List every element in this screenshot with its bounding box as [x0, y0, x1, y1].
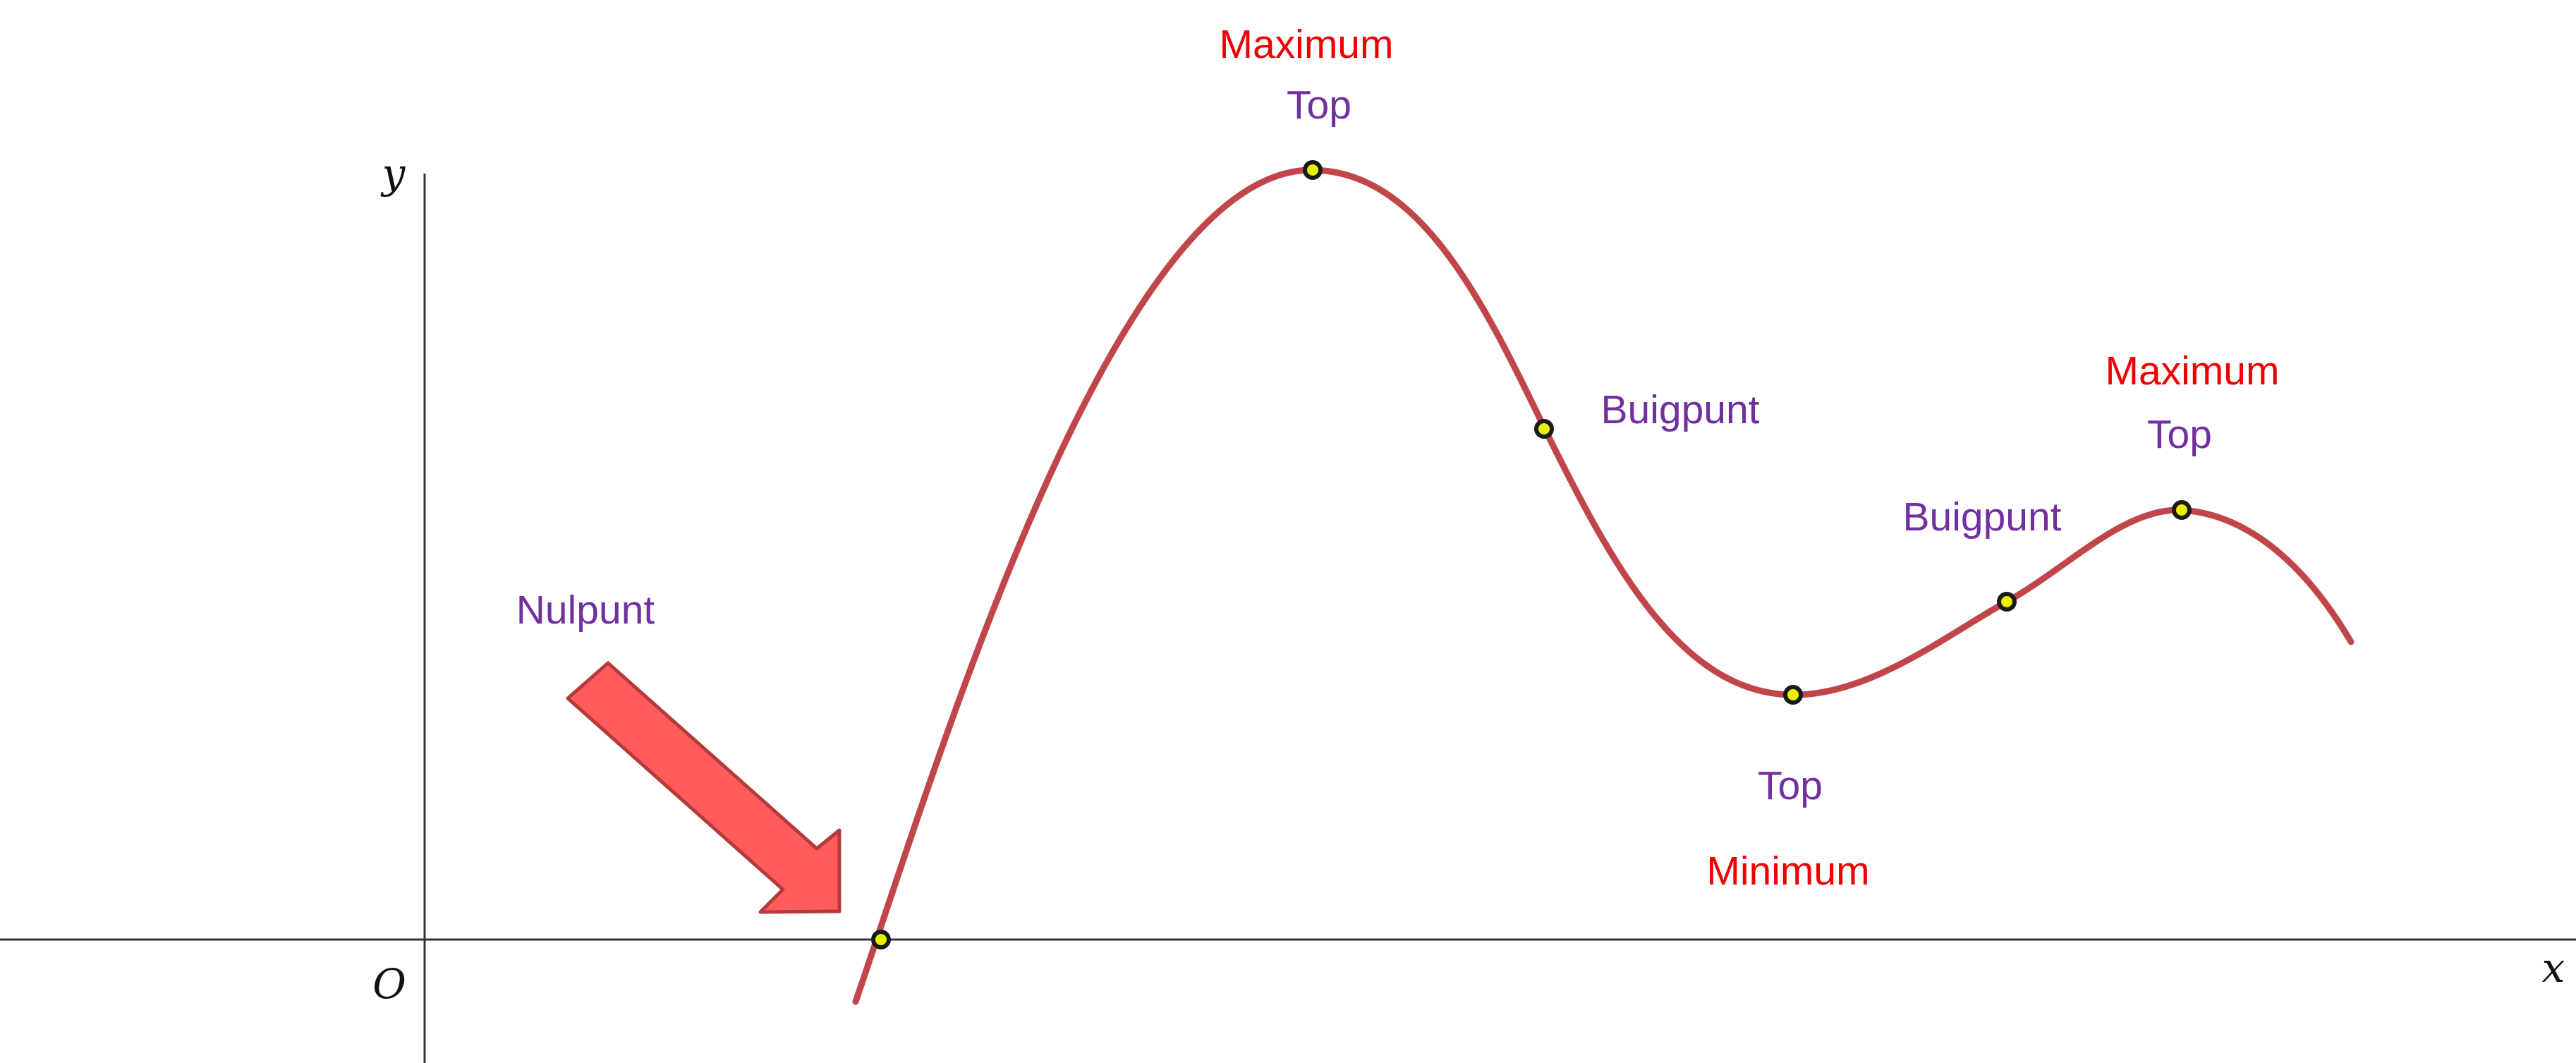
minimum-kind-label: Minimum: [1706, 849, 1869, 894]
x-axis-label: x: [2542, 944, 2565, 992]
function-curve: [852, 166, 2355, 1005]
maximum-1-type-label: Top: [1287, 83, 1351, 128]
inflection-point-1: [1534, 419, 1554, 439]
y-axis-label: y: [380, 150, 406, 198]
minimum-type-label: Top: [1758, 763, 1823, 808]
zero-point: [871, 930, 891, 949]
inflection-2-label: Buigpunt: [1902, 494, 2061, 540]
zero-point-label: Nulpunt: [516, 588, 655, 633]
point-markers: [871, 160, 2192, 949]
minimum-point: [1783, 685, 1803, 705]
origin-label: O: [372, 960, 406, 1008]
maximum-2-type-label: Top: [2147, 412, 2212, 457]
inflection-1-label: Buigpunt: [1600, 387, 1759, 432]
maximum-2-kind-label: Maximum: [2105, 348, 2279, 394]
maximum-1-kind-label: Maximum: [1219, 22, 1393, 67]
maximum-point-2: [2172, 500, 2192, 520]
inflection-point-2: [1997, 592, 2017, 612]
maximum-point-1: [1303, 160, 1323, 180]
arrow-icon: [566, 661, 842, 914]
